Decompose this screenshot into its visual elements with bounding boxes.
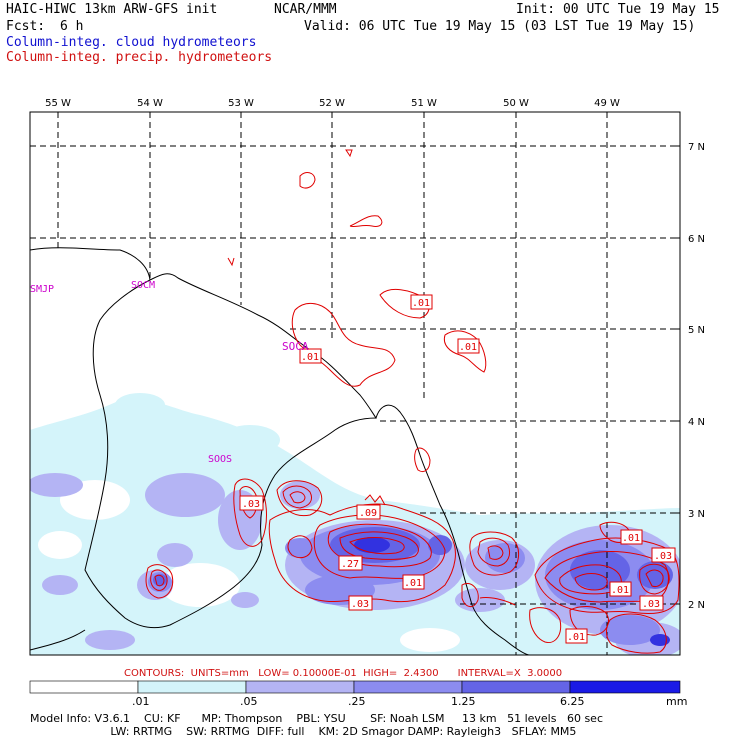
contour-label: .01 <box>620 529 643 545</box>
svg-text:.01: .01 <box>459 342 477 353</box>
lon-label: 50 W <box>503 98 529 109</box>
model-info-line2: LW: RRTMG SW: RRTMG DIFF: full KM: 2D Sm… <box>30 725 577 738</box>
lat-label: 7 N <box>688 142 705 153</box>
valid-time: Valid: 06 UTC Tue 19 May 15 (03 LST Tue … <box>304 19 696 34</box>
forecast-hour: 6 h <box>60 19 84 34</box>
station-socm: SOCM <box>131 280 155 291</box>
svg-text:.01: .01 <box>404 578 422 589</box>
contour-label: .09 <box>356 504 381 520</box>
lon-label: 49 W <box>594 98 620 109</box>
longitude-labels: 55 W 54 W 53 W 52 W 51 W 50 W 49 W <box>45 98 620 109</box>
svg-text:.01: .01 <box>611 585 629 596</box>
lat-label: 6 N <box>688 234 705 245</box>
lon-label: 53 W <box>228 98 254 109</box>
lat-label: 5 N <box>688 325 705 336</box>
contour-label: .27 <box>338 555 363 571</box>
station-smjp: SMJP <box>30 284 54 295</box>
forecast-label: Fcst: <box>6 19 46 34</box>
station-soca: SOCA <box>282 340 309 353</box>
model-info-line1: Model Info: V3.6.1 CU: KF MP: Thompson P… <box>30 712 603 725</box>
svg-text:.03: .03 <box>642 599 660 610</box>
contour-labels: .01 .01 .01 .03 .09 .27 .01 .03 .01 .03 … <box>239 294 676 644</box>
lat-label: 2 N <box>688 600 705 611</box>
precip-field-title: Column-integ. precip. hydrometeors <box>6 50 273 65</box>
lon-label: 52 W <box>319 98 345 109</box>
map-frame <box>29 111 681 656</box>
lon-label: 51 W <box>411 98 437 109</box>
lon-label: 54 W <box>137 98 163 109</box>
model-title: HAIC-HIWC 13km ARW-GFS init <box>6 2 218 17</box>
svg-text:.01: .01 <box>622 533 640 544</box>
contour-label: .03 <box>348 595 373 611</box>
svg-text:.03: .03 <box>654 551 672 562</box>
contour-label: .03 <box>239 495 264 511</box>
init-time: Init: 00 UTC Tue 19 May 15 <box>516 2 720 17</box>
center-label: NCAR/MMM <box>274 2 337 17</box>
station-soos: SOOS <box>208 454 232 465</box>
cloud-field-title: Column-integ. cloud hydrometeors <box>6 35 257 50</box>
coastline <box>30 247 531 655</box>
svg-text:.01: .01 <box>412 298 430 309</box>
contour-label: .01 <box>457 338 480 354</box>
contour-label: .01 <box>299 348 322 364</box>
cloud-shading <box>30 393 680 655</box>
svg-text:.03: .03 <box>242 499 260 510</box>
contour-label: .01 <box>402 574 425 590</box>
colorbar <box>29 680 681 694</box>
contour-label: .01 <box>565 628 588 644</box>
colorbar-tick: .01 <box>132 695 150 708</box>
station-labels: SMJP SOCM SOCA SOOS <box>30 280 309 465</box>
lat-label: 3 N <box>688 509 705 520</box>
svg-text:.03: .03 <box>351 599 369 610</box>
colorbar-tick: 6.25 <box>560 695 585 708</box>
lat-label: 4 N <box>688 417 705 428</box>
contour-label: .03 <box>651 547 676 563</box>
colorbar-unit: mm <box>666 695 688 708</box>
colorbar-tick: .25 <box>348 695 366 708</box>
svg-text:.27: .27 <box>341 559 359 570</box>
latitude-labels: 7 N 6 N 5 N 4 N 3 N 2 N <box>688 142 705 611</box>
contour-label: .03 <box>639 595 664 611</box>
colorbar-tick: .05 <box>240 695 258 708</box>
frame-ticks <box>57 112 680 605</box>
contour-label: .01 <box>410 294 433 310</box>
svg-text:.01: .01 <box>567 632 585 643</box>
svg-text:.01: .01 <box>301 352 319 363</box>
contour-label: .01 <box>609 581 632 597</box>
svg-text:.09: .09 <box>359 508 377 519</box>
colorbar-tick: 1.25 <box>451 695 476 708</box>
lon-label: 55 W <box>45 98 71 109</box>
contours-info: CONTOURS: UNITS=mm LOW= 0.10000E-01 HIGH… <box>124 668 563 679</box>
